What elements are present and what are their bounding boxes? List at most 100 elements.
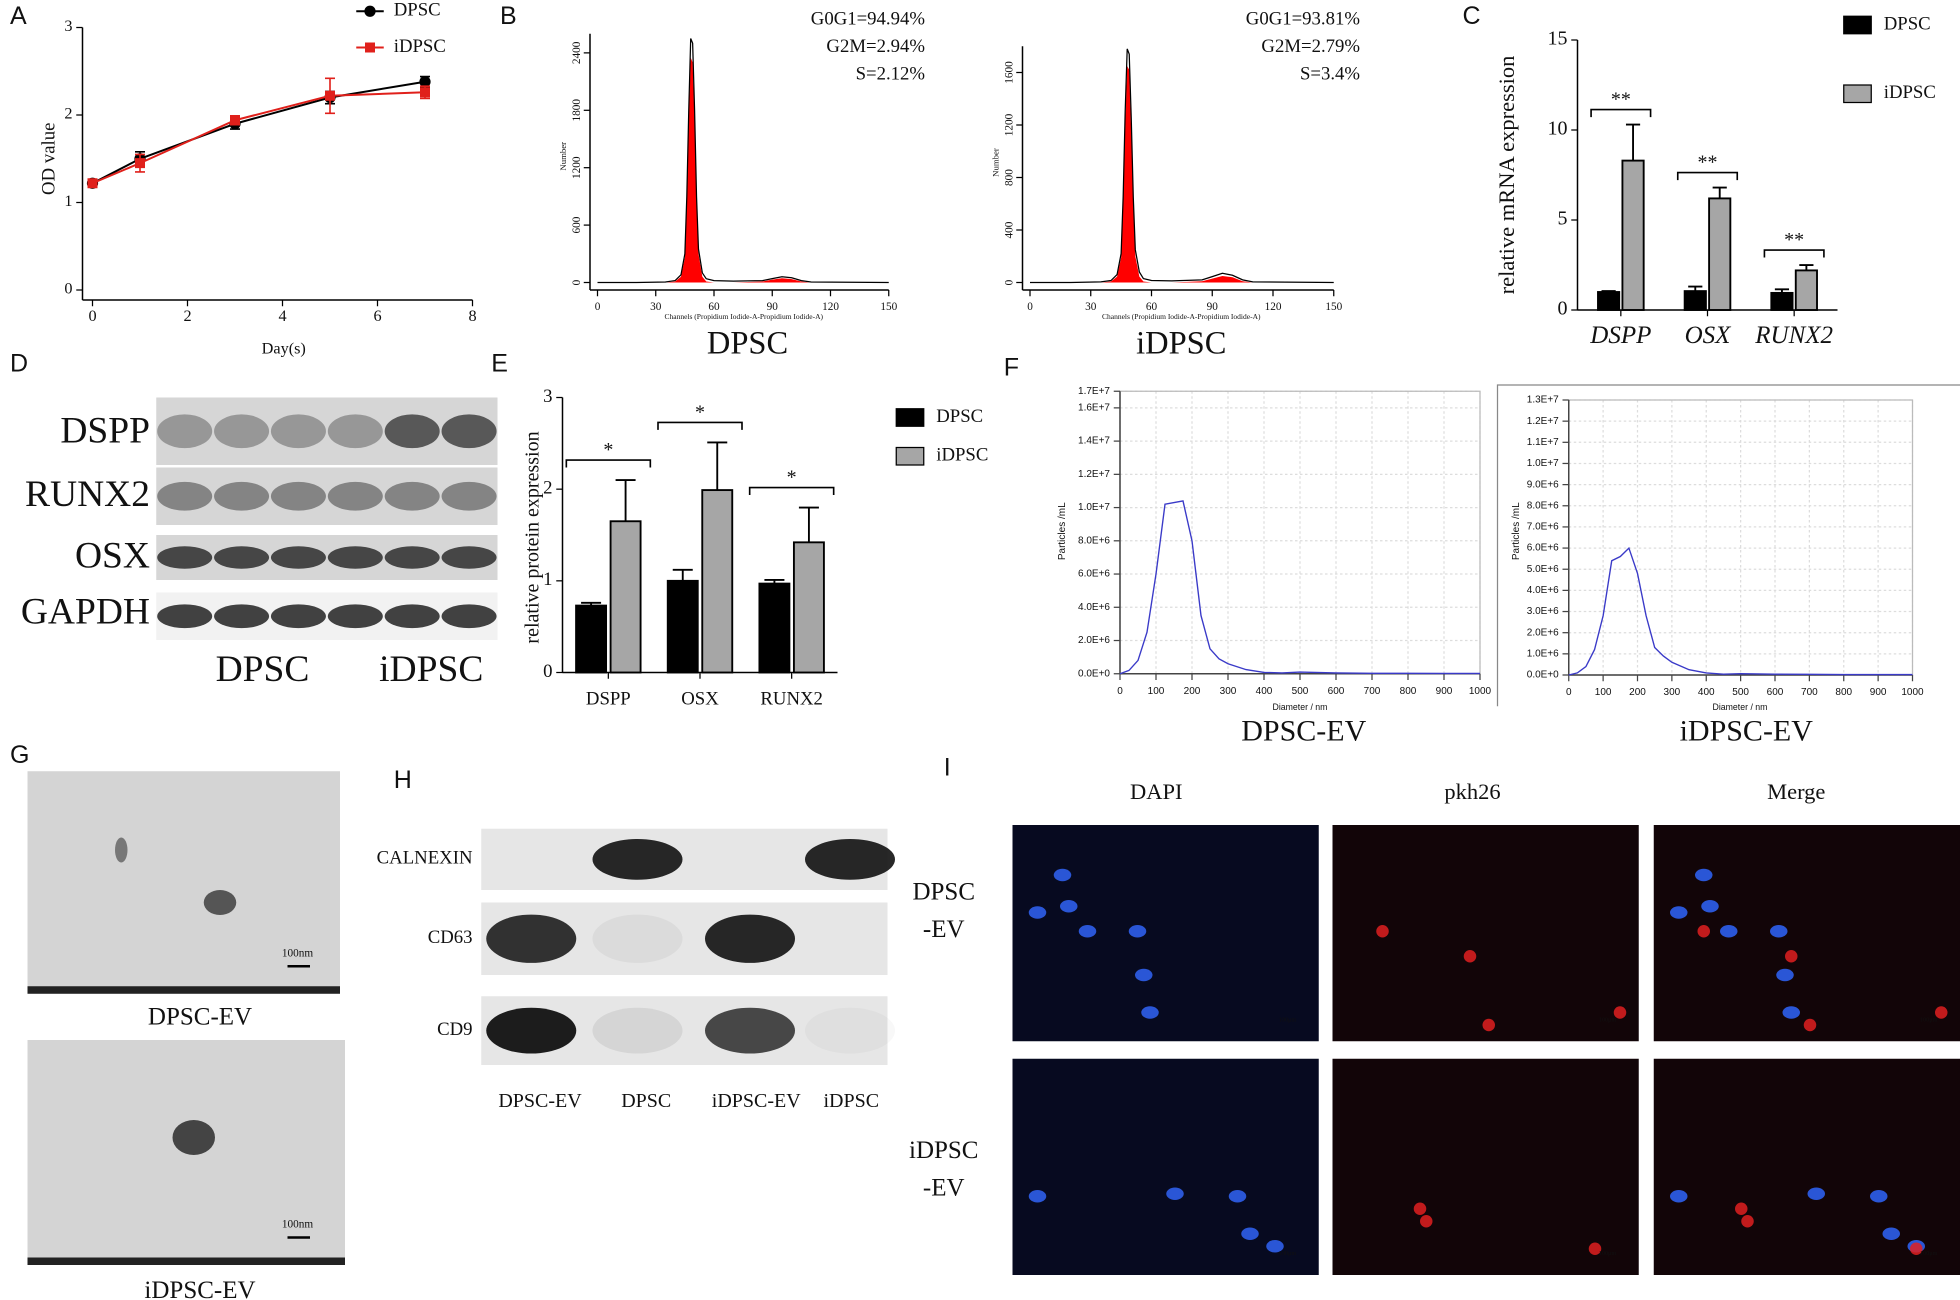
y-tick-label: 3 (543, 386, 552, 407)
vesicle (203, 890, 237, 915)
blot-band (214, 481, 270, 511)
x-tick-label: 0 (88, 307, 96, 325)
chart-title: DPSC-EV (1241, 715, 1366, 748)
x-tick-label: 0 (1027, 301, 1033, 313)
pkh26-signal (1741, 1215, 1754, 1228)
y-tick-label: 5 (1558, 208, 1568, 230)
x-axis-label: Channels (Propidium Iodide-A-Propidium I… (1102, 312, 1261, 321)
blot-strip (156, 467, 498, 525)
legend-label: iDPSC (1884, 82, 1936, 103)
y-tick-label: 1 (543, 569, 552, 590)
legend-marker (365, 42, 375, 53)
panel-label: D (10, 350, 28, 378)
image-caption: DPSC-EV (148, 1003, 252, 1030)
x-tick-label: 30 (1085, 301, 1097, 313)
x-tick-label: 8 (468, 307, 476, 325)
y-tick-label: 1200 (571, 156, 583, 179)
tem-footer (27, 1257, 345, 1265)
nucleus (1028, 906, 1047, 919)
significance-bracket (1590, 108, 1652, 118)
y-tick-label: 0 (64, 280, 72, 298)
y-tick-label: 0 (571, 279, 583, 285)
x-tick-label: 90 (1207, 301, 1219, 313)
x-tick-label: 300 (1664, 687, 1681, 698)
x-tick-label: 700 (1364, 686, 1381, 697)
significance-bracket (657, 421, 743, 430)
annotation: G2M=2.79% (1261, 36, 1360, 57)
panel-frame (1496, 384, 1960, 707)
y-tick-label: 0.0E+0 (1527, 670, 1559, 681)
lane-label: DPSC-EV (498, 1090, 582, 1112)
blot-band (384, 481, 440, 511)
scale-bar-label: 100nm (282, 947, 314, 959)
annotation: S=3.4% (1300, 63, 1360, 84)
x-axis-label: Diameter / nm (1273, 702, 1328, 712)
vesicle (115, 837, 128, 863)
panel-label: G (10, 741, 29, 769)
error-bar (672, 568, 693, 581)
y-tick-label: 2400 (571, 41, 583, 64)
chart-title: iDPSC-EV (1680, 715, 1814, 748)
blot-band (705, 914, 795, 963)
blot-band (384, 414, 440, 449)
y-tick-label: 1.0E+7 (1527, 458, 1559, 469)
significance-label: * (603, 439, 613, 461)
scale-bar-label: 100μm (1920, 1250, 1938, 1257)
x-tick-label: RUNX2 (760, 688, 823, 709)
tem-footer (27, 986, 340, 994)
y-tick-label: 1600 (1004, 61, 1016, 84)
bar (792, 541, 825, 674)
x-tick-label: 400 (1698, 687, 1715, 698)
fluorescence-image (1653, 1058, 1960, 1275)
x-tick-label: 60 (708, 301, 720, 313)
blot-band (270, 481, 326, 511)
legend-label: DPSC (1884, 13, 1931, 34)
legend-swatch (1843, 15, 1872, 35)
scale-bar-label: 100μm (1279, 1016, 1297, 1023)
y-tick-label: 1.0E+6 (1527, 648, 1559, 659)
x-tick-label: DSPP (1589, 322, 1651, 349)
x-tick-label: 900 (1870, 687, 1887, 698)
y-tick-label: 0 (1004, 279, 1016, 285)
panel-label: I (944, 753, 951, 781)
chart-title: DPSC (707, 326, 788, 362)
nucleus (1028, 1190, 1047, 1203)
blot-band (441, 604, 497, 629)
histogram-line (1030, 48, 1334, 284)
blot-band (805, 1008, 895, 1054)
significance-label: ** (1698, 151, 1718, 173)
blot-row-label: GAPDH (21, 592, 150, 633)
nucleus (1060, 900, 1078, 913)
blot-row-label: OSX (75, 535, 150, 576)
pkh26-signal (1910, 1242, 1923, 1255)
histogram-line (597, 38, 889, 284)
vesicle (172, 1120, 215, 1155)
blot-band (592, 838, 683, 880)
x-tick-label: 100 (1148, 686, 1165, 697)
pkh26-signal (1697, 925, 1710, 938)
significance-label: * (787, 466, 797, 488)
lane-label: DPSC (621, 1090, 671, 1112)
y-tick-label: 1.2E+7 (1527, 416, 1559, 427)
y-tick-label: 5.0E+6 (1527, 564, 1559, 575)
legend-marker (364, 5, 376, 17)
pkh26-signal (1613, 1006, 1627, 1019)
scale-bar-label: 100μm (1279, 1250, 1297, 1257)
x-tick-label: 2 (183, 307, 191, 325)
blot-strip (156, 592, 498, 640)
y-tick-label: 1.6E+7 (1078, 403, 1110, 414)
y-tick-label: 6.0E+6 (1078, 569, 1110, 580)
y-tick-label: 1.1E+7 (1527, 437, 1559, 448)
x-axis-label: Day(s) (262, 340, 306, 358)
significance-label: ** (1784, 229, 1804, 251)
pkh26-signal (1588, 1242, 1602, 1255)
blot-band (705, 1007, 795, 1054)
marker (135, 158, 145, 169)
nucleus (1807, 1187, 1825, 1200)
column-label: Merge (1767, 779, 1825, 804)
bar (666, 579, 699, 674)
bar (575, 604, 608, 674)
blot-band (214, 604, 270, 629)
y-tick-label: 3.0E+6 (1527, 606, 1559, 617)
y-tick-label: 800 (1004, 169, 1016, 186)
